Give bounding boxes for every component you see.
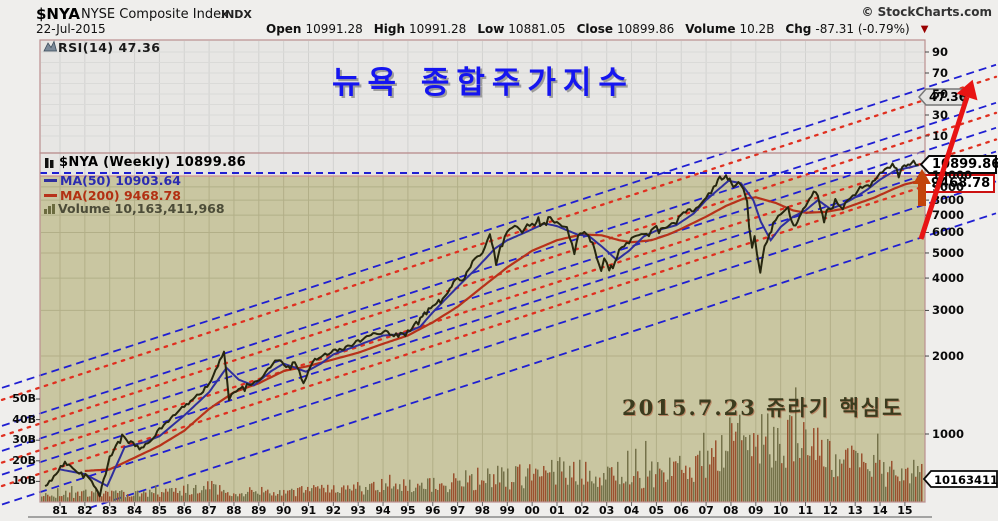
quote-field-value: 10991.28 bbox=[409, 22, 467, 36]
quote-field-value: 10.2B bbox=[739, 22, 775, 36]
x-axis-year-label: 82 bbox=[77, 504, 93, 517]
x-axis-year-label: 93 bbox=[350, 504, 366, 517]
x-axis-year-label: 07 bbox=[698, 504, 714, 517]
volume-axis-label: 20B bbox=[12, 453, 36, 467]
x-axis-year-label: 92 bbox=[325, 504, 341, 517]
ma50-legend: MA(50) 10903.64 bbox=[60, 173, 181, 188]
rsi-axis-label: 90 bbox=[932, 45, 949, 59]
quote-field-value: 10881.05 bbox=[508, 22, 566, 36]
korean-date-note: 2015.7.23 쥬라기 핵심도 bbox=[622, 395, 904, 420]
x-axis-year-label: 08 bbox=[723, 504, 739, 517]
x-axis-year-label: 95 bbox=[400, 504, 416, 517]
x-axis-year-label: 10 bbox=[772, 504, 789, 517]
x-axis-year-label: 96 bbox=[425, 504, 441, 517]
volume-axis-label: 50B bbox=[12, 392, 36, 405]
quote-field-label: Low bbox=[477, 22, 505, 36]
rsi-axis-label: 30 bbox=[932, 108, 949, 122]
price-axis-label: 1000 bbox=[932, 427, 965, 441]
ma200-legend: MA(200) 9468.78 bbox=[60, 188, 181, 203]
price-axis-label: 5000 bbox=[932, 245, 965, 260]
x-axis-year-label: 81 bbox=[52, 504, 68, 517]
x-axis-year-label: 02 bbox=[574, 504, 590, 517]
x-axis-year-label: 05 bbox=[648, 504, 665, 517]
volume-axis-label: 30B bbox=[12, 433, 36, 447]
change-down-icon: ▼ bbox=[920, 24, 929, 35]
ticker-symbol: $NYA bbox=[36, 5, 81, 23]
quote-field-label: High bbox=[373, 22, 406, 36]
x-axis-year-label: 99 bbox=[499, 504, 515, 517]
quote-field-label: Chg bbox=[785, 22, 812, 36]
x-axis-year-label: 88 bbox=[226, 504, 242, 517]
volume-axis-label: 10B bbox=[12, 474, 36, 488]
exchange-label: INDX bbox=[221, 8, 252, 21]
volume-axis-label: 40B bbox=[12, 412, 36, 426]
rsi-axis-label: 10 bbox=[932, 129, 949, 143]
quote-field-value: 10991.28 bbox=[305, 22, 363, 36]
x-axis-year-label: 01 bbox=[549, 504, 565, 517]
stockcharts-credit: © StockCharts.com bbox=[861, 5, 992, 19]
x-axis-year-label: 85 bbox=[151, 504, 168, 517]
rsi-legend: RSI(14) 47.36 bbox=[58, 40, 161, 55]
x-axis-year-label: 14 bbox=[872, 504, 888, 517]
x-axis-year-label: 04 bbox=[623, 504, 640, 517]
quote-field-value: -87.31 (-0.79%) bbox=[815, 22, 910, 36]
x-axis-year-label: 13 bbox=[847, 504, 863, 517]
quote-field-label: Close bbox=[576, 22, 614, 36]
korean-chart-title: 뉴욕 종합주가지수 bbox=[332, 65, 634, 101]
chart-date: 22-Jul-2015 bbox=[36, 22, 106, 36]
x-axis-year-label: 98 bbox=[474, 504, 491, 517]
x-axis-year-label: 06 bbox=[673, 504, 689, 517]
quote-field-label: Volume bbox=[685, 22, 736, 36]
rsi-axis-label: 50 bbox=[932, 87, 949, 101]
x-axis-year-label: 89 bbox=[251, 504, 267, 517]
volume-legend: Volume 10,163,411,968 bbox=[58, 201, 225, 216]
x-axis-year-label: 97 bbox=[449, 504, 466, 517]
x-axis-year-label: 91 bbox=[300, 504, 317, 517]
x-axis-year-label: 12 bbox=[822, 504, 838, 517]
price-axis-label: 9000 bbox=[932, 179, 965, 194]
quote-field-value: 10899.86 bbox=[617, 22, 675, 36]
quote-summary: Open 10991.28 High 10991.28 Low 10881.05 Close… bbox=[266, 22, 928, 36]
rsi-axis-label: 70 bbox=[932, 66, 949, 80]
x-axis-year-label: 83 bbox=[102, 504, 118, 517]
price-axis-label: 2000 bbox=[932, 349, 965, 364]
x-axis-year-label: 94 bbox=[375, 504, 391, 517]
index-name: NYSE Composite Index bbox=[81, 7, 229, 22]
x-axis-year-label: 15 bbox=[897, 504, 913, 517]
x-axis-year-label: 03 bbox=[599, 504, 615, 517]
x-axis-year-label: 84 bbox=[126, 504, 143, 517]
x-axis-year-label: 11 bbox=[797, 504, 814, 517]
price-axis-label: 6000 bbox=[932, 225, 965, 240]
quote-field-label: Open bbox=[266, 22, 302, 36]
price-axis-label: 7000 bbox=[932, 208, 965, 223]
price-axis-label: 8000 bbox=[932, 193, 965, 208]
x-axis-year-label: 90 bbox=[275, 504, 292, 517]
volume-value-bubble: 10163411 bbox=[934, 473, 998, 487]
x-axis-year-label: 09 bbox=[748, 504, 764, 517]
price-series-legend: $NYA (Weekly) 10899.86 bbox=[59, 155, 247, 170]
x-axis-year-label: 00 bbox=[524, 504, 540, 517]
x-axis-year-label: 87 bbox=[201, 504, 217, 517]
x-axis-year-label: 86 bbox=[176, 504, 192, 517]
price-axis-label: 4000 bbox=[932, 271, 965, 286]
price-axis-label: 3000 bbox=[932, 303, 965, 318]
